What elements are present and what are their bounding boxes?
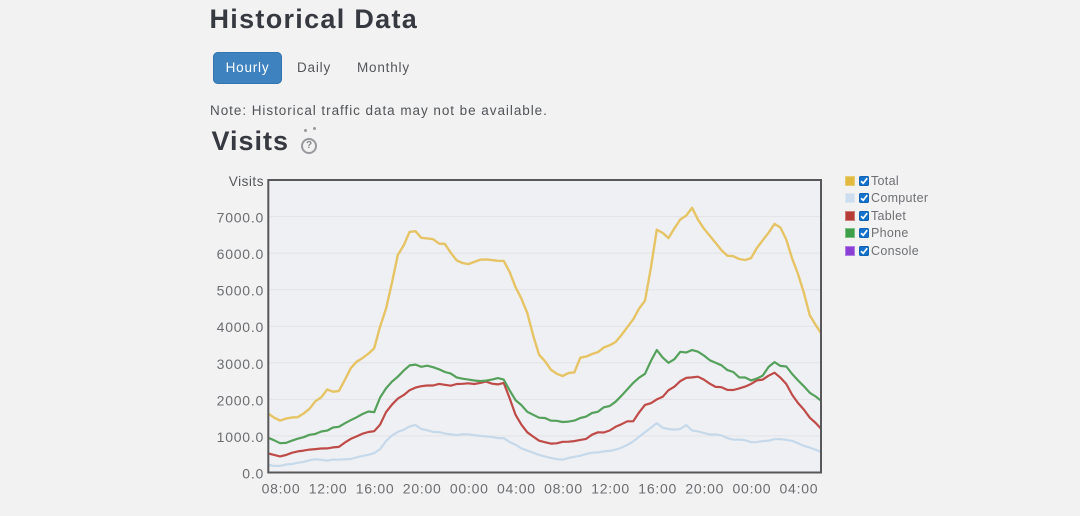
svg-text:04:00: 04:00 <box>780 480 819 496</box>
svg-text:08:00: 08:00 <box>544 480 583 496</box>
svg-text:16:00: 16:00 <box>638 480 677 496</box>
svg-text:16:00: 16:00 <box>356 480 395 496</box>
svg-text:5000.0: 5000.0 <box>217 283 264 299</box>
svg-text:Visits: Visits <box>229 174 264 189</box>
svg-text:08:00: 08:00 <box>262 480 301 496</box>
svg-text:4000.0: 4000.0 <box>217 319 264 335</box>
svg-text:6000.0: 6000.0 <box>217 246 264 262</box>
svg-text:04:00: 04:00 <box>497 480 536 496</box>
svg-text:0.0: 0.0 <box>242 466 264 482</box>
svg-text:12:00: 12:00 <box>309 480 348 496</box>
svg-text:20:00: 20:00 <box>403 480 442 496</box>
svg-text:2000.0: 2000.0 <box>217 392 264 408</box>
svg-text:1000.0: 1000.0 <box>217 429 264 445</box>
svg-text:20:00: 20:00 <box>685 480 724 496</box>
svg-text:00:00: 00:00 <box>733 480 772 496</box>
svg-text:00:00: 00:00 <box>450 480 489 496</box>
svg-text:7000.0: 7000.0 <box>217 210 264 226</box>
svg-text:3000.0: 3000.0 <box>217 356 264 372</box>
svg-text:12:00: 12:00 <box>591 480 630 496</box>
